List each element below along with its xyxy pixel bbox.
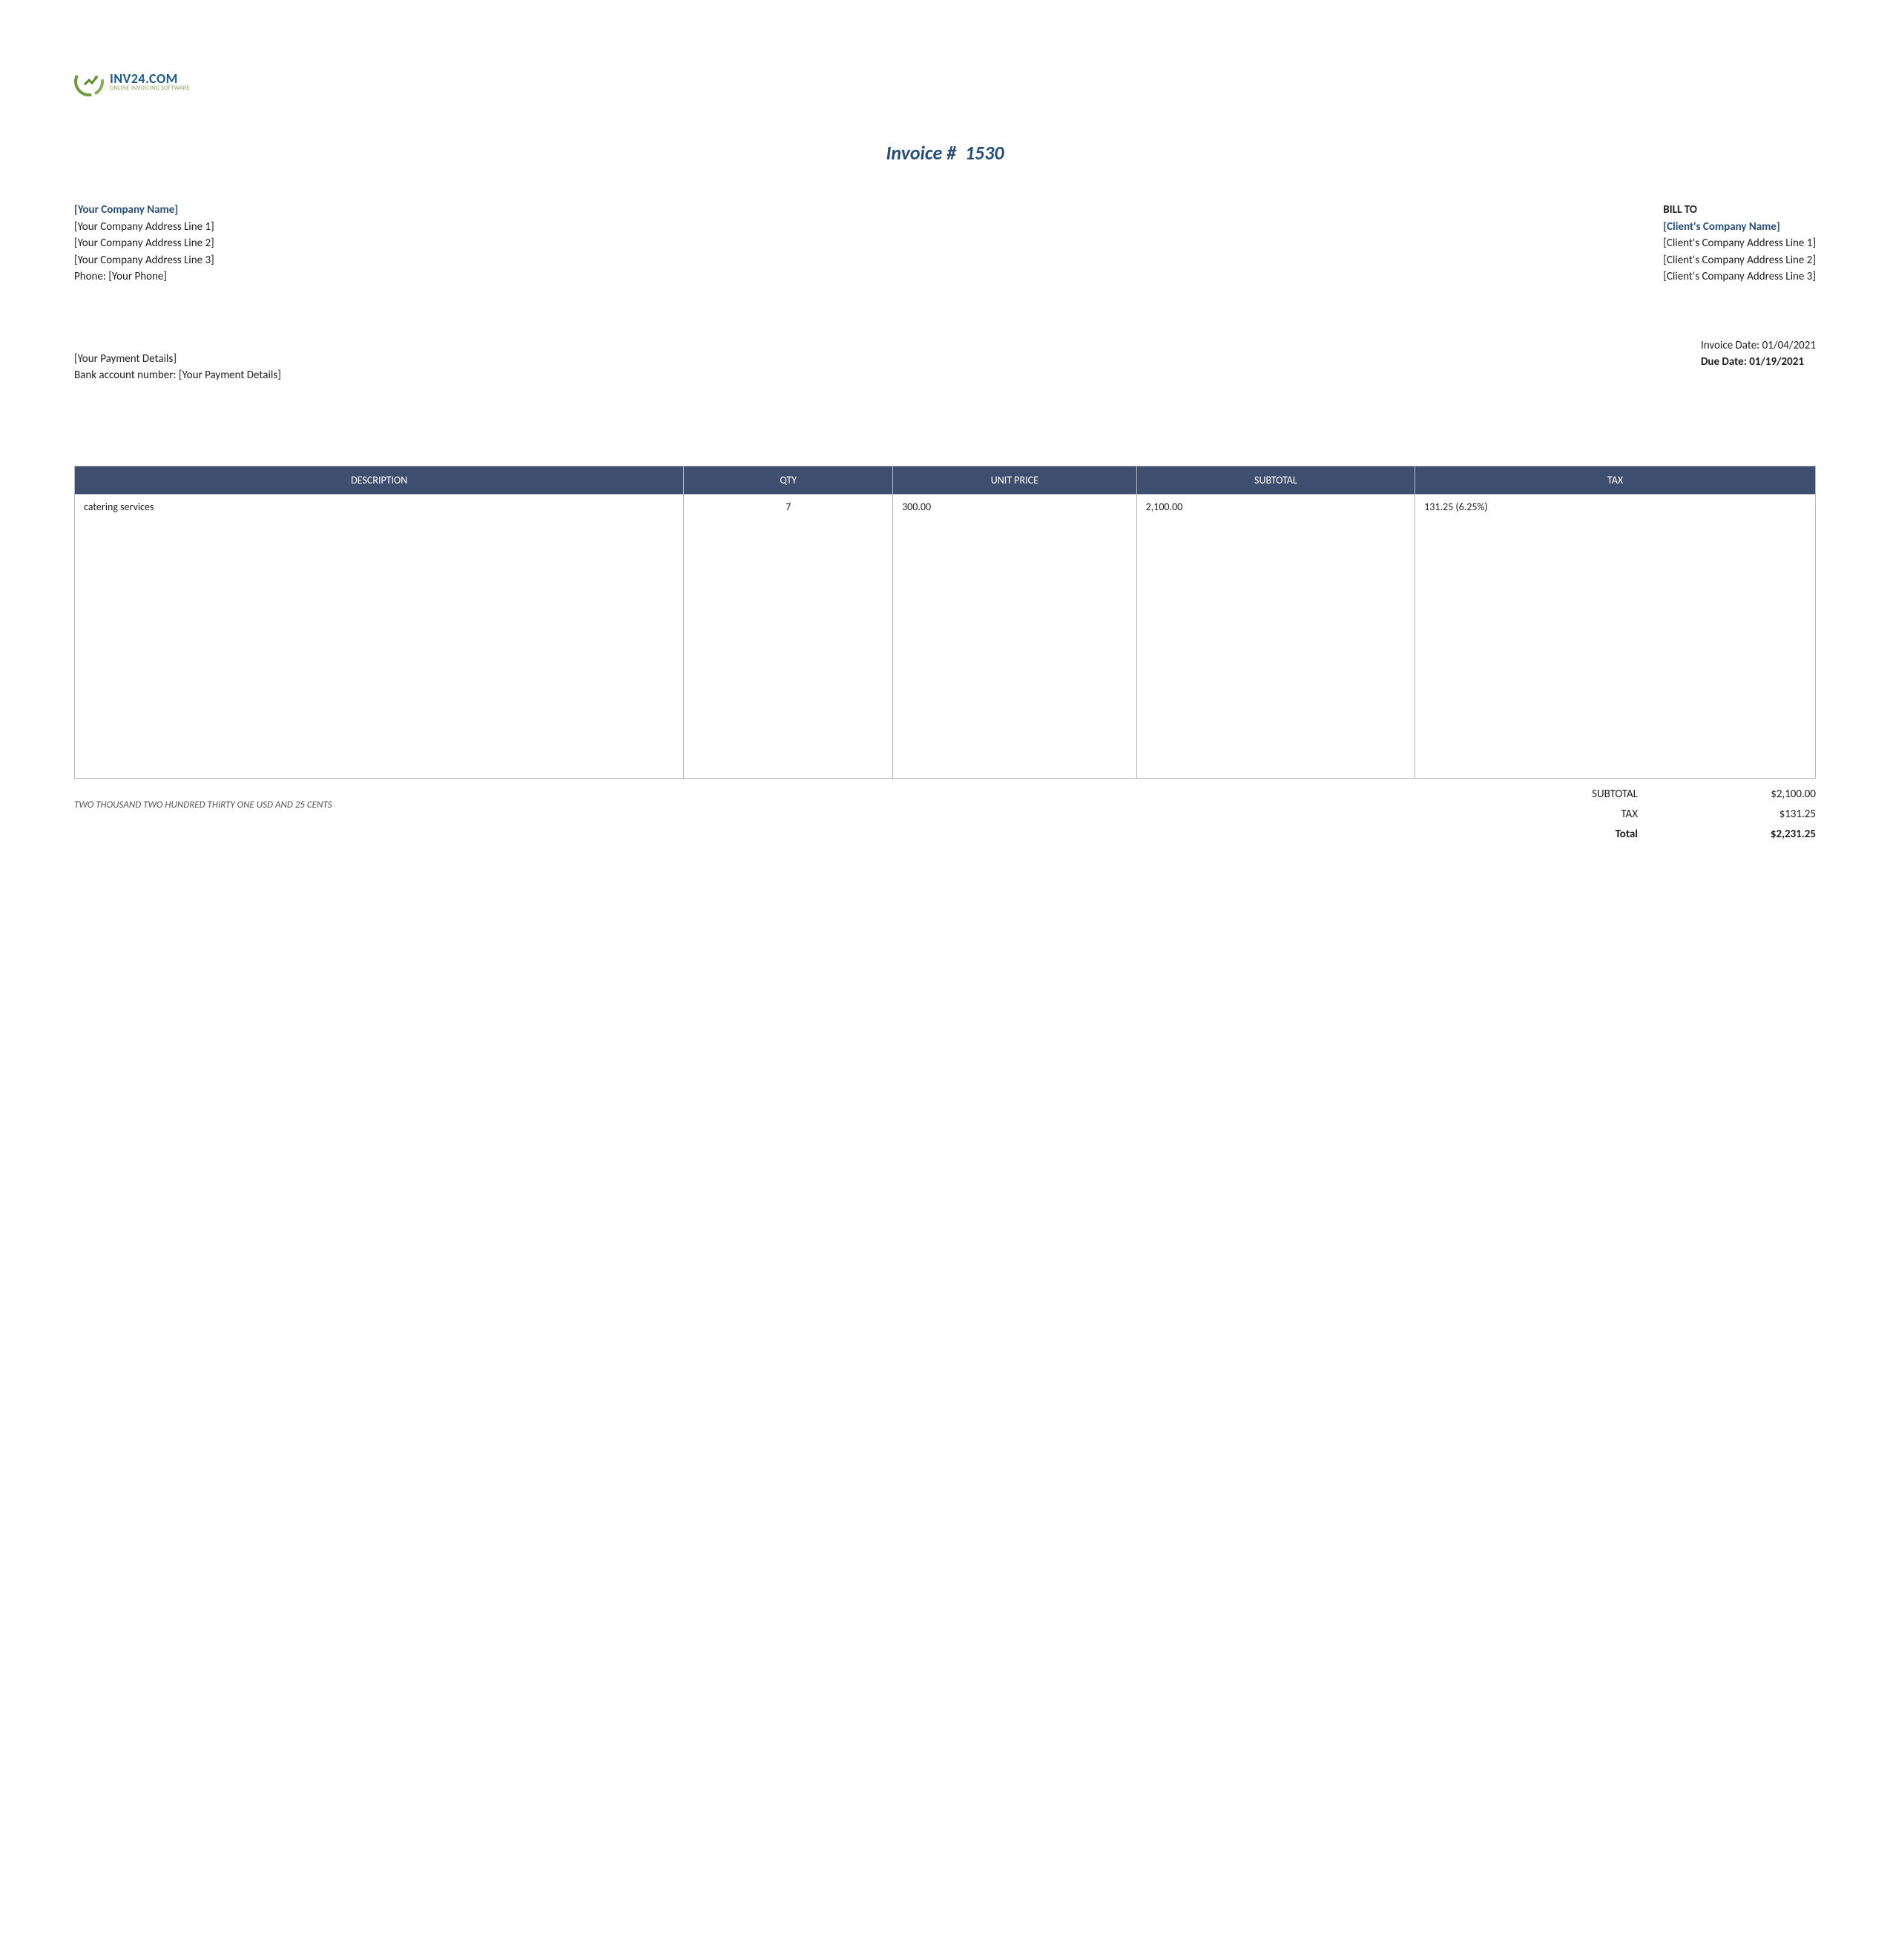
invoice-title-prefix: Invoice # — [886, 141, 956, 165]
invoice-title: Invoice # 1530 — [74, 141, 1816, 165]
th-qty: QTY — [684, 466, 893, 494]
total-value: $2,231.25 — [1727, 825, 1816, 845]
company-address-1: [Your Company Address Line 1] — [74, 219, 214, 236]
date-info: Invoice Date: 01/04/2021 Due Date: 01/19… — [1701, 337, 1816, 384]
subtotal-value: $2,100.00 — [1727, 785, 1816, 805]
tax-label: TAX — [1564, 805, 1638, 825]
cell-tax: 131.25 (6.25%) — [1415, 494, 1816, 519]
logo-text: INV24.COM ONLINE INVOICING SOFTWARE — [110, 72, 190, 91]
company-address-3: [Your Company Address Line 3] — [74, 252, 214, 269]
header-section: [Your Company Name] [Your Company Addres… — [74, 202, 1816, 286]
bill-to-label: BILL TO — [1663, 202, 1816, 219]
company-info: [Your Company Name] [Your Company Addres… — [74, 202, 214, 286]
tax-row: TAX $131.25 — [1564, 805, 1816, 825]
company-name: [Your Company Name] — [74, 202, 214, 219]
amount-in-words: TWO THOUSAND TWO HUNDRED THIRTY ONE USD … — [74, 785, 332, 811]
logo: INV24.COM ONLINE INVOICING SOFTWARE — [74, 67, 1816, 96]
subtotal-label: SUBTOTAL — [1564, 785, 1638, 805]
client-name: [Client's Company Name] — [1663, 219, 1816, 236]
table-spacer — [75, 519, 1816, 779]
cell-subtotal: 2,100.00 — [1136, 494, 1415, 519]
company-address-2: [Your Company Address Line 2] — [74, 235, 214, 252]
total-label: Total — [1564, 825, 1638, 845]
cell-unit-price: 300.00 — [893, 494, 1137, 519]
bank-account: Bank account number: [Your Payment Detai… — [74, 367, 281, 384]
client-info: BILL TO [Client's Company Name] [Client'… — [1663, 202, 1816, 286]
table-header-row: DESCRIPTION QTY UNIT PRICE SUBTOTAL TAX — [75, 466, 1816, 494]
logo-brand: INV24.COM — [110, 72, 190, 85]
th-unit-price: UNIT PRICE — [893, 466, 1137, 494]
table-row: catering services 7 300.00 2,100.00 131.… — [75, 494, 1816, 519]
total-row: Total $2,231.25 — [1564, 825, 1816, 845]
client-address-1: [Client's Company Address Line 1] — [1663, 235, 1816, 252]
th-description: DESCRIPTION — [75, 466, 684, 494]
company-phone: Phone: [Your Phone] — [74, 268, 214, 286]
subtotal-row: SUBTOTAL $2,100.00 — [1564, 785, 1816, 805]
logo-icon — [74, 67, 104, 96]
cell-qty: 7 — [684, 494, 893, 519]
th-tax: TAX — [1415, 466, 1816, 494]
invoice-table: DESCRIPTION QTY UNIT PRICE SUBTOTAL TAX … — [74, 466, 1816, 779]
dates-section: [Your Payment Details] Bank account numb… — [74, 337, 1816, 384]
invoice-number: 1530 — [965, 141, 1004, 165]
due-date: Due Date: 01/19/2021 — [1701, 354, 1816, 371]
invoice-date: Invoice Date: 01/04/2021 — [1701, 337, 1816, 354]
logo-tagline: ONLINE INVOICING SOFTWARE — [110, 85, 190, 91]
client-address-2: [Client's Company Address Line 2] — [1663, 252, 1816, 269]
th-subtotal: SUBTOTAL — [1136, 466, 1415, 494]
totals-block: SUBTOTAL $2,100.00 TAX $131.25 Total $2,… — [1564, 785, 1816, 845]
totals-section: TWO THOUSAND TWO HUNDRED THIRTY ONE USD … — [74, 785, 1816, 845]
payment-info: [Your Payment Details] Bank account numb… — [74, 337, 281, 384]
payment-details: [Your Payment Details] — [74, 351, 281, 368]
tax-value: $131.25 — [1727, 805, 1816, 825]
client-address-3: [Client's Company Address Line 3] — [1663, 268, 1816, 286]
cell-description: catering services — [75, 494, 684, 519]
